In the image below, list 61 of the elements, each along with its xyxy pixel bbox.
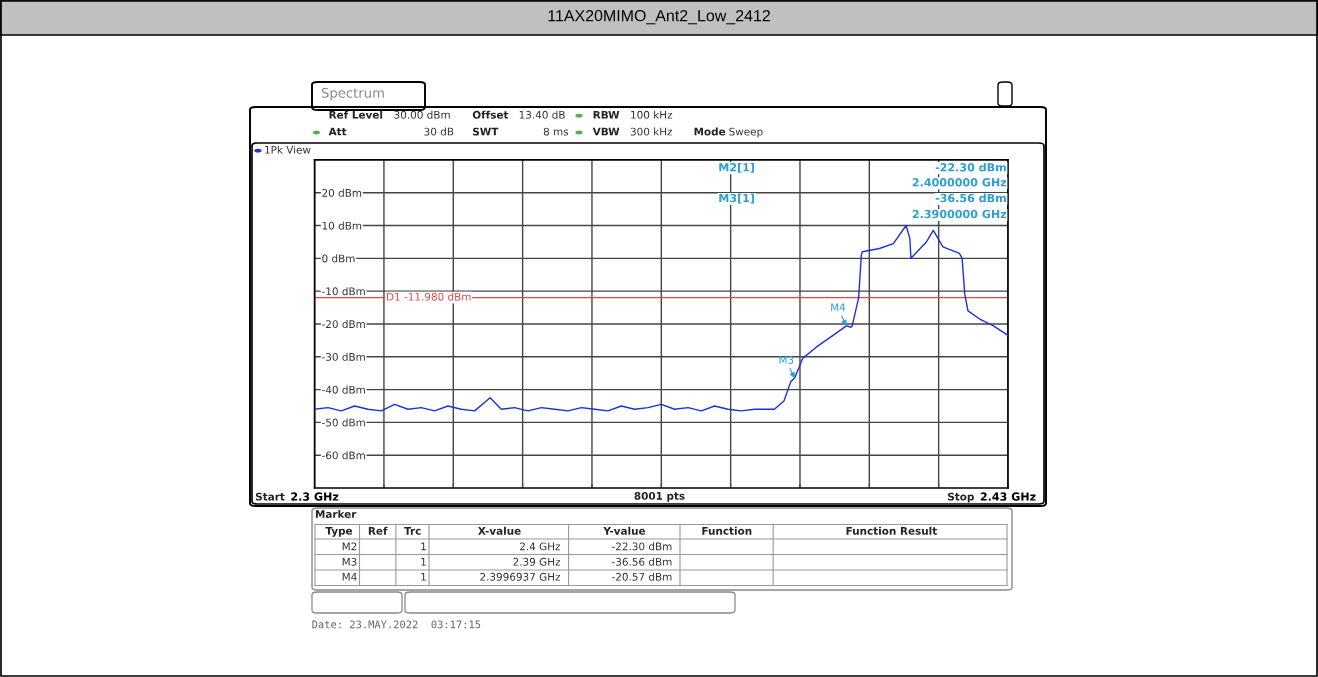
text: 30 dB — [424, 127, 454, 136]
text: Sweep — [729, 127, 763, 138]
text: 2.3996937 GHz — [480, 572, 561, 581]
text: Trc — [404, 527, 421, 535]
text: 300 kHz — [630, 127, 673, 136]
text: X-value — [478, 526, 521, 535]
y-tick-label: 0 dBm — [322, 254, 355, 263]
text: 8001 pts — [634, 491, 685, 502]
text: M2 — [342, 542, 357, 551]
y-tick-label: -50 dBm — [322, 418, 365, 427]
x-tick-label: 2.43 GHz — [980, 492, 1036, 501]
annotation: M2[1] — [719, 162, 755, 173]
text: Ref — [368, 526, 388, 535]
annotation: -22.30 dBm — [935, 162, 1006, 172]
y-tick-label: 10 dBm — [322, 221, 362, 230]
ref-line-label: D1 -11.980 dBm — [387, 292, 471, 301]
text: -22.30 dBm — [612, 542, 672, 551]
text: 1Pk View — [265, 145, 311, 154]
text: 2.4 GHz — [520, 542, 561, 551]
text: Stop — [948, 492, 974, 503]
text: Spectrum — [321, 87, 384, 101]
y-tick-label: -40 dBm — [322, 385, 365, 394]
text: -20.57 dBm — [612, 572, 672, 581]
y-tick-label: -20 dBm — [322, 319, 365, 329]
text: Offset — [472, 110, 509, 119]
chart-title: 11AX20MIMO_Ant2_Low_2412 — [548, 9, 770, 25]
text: M4 — [342, 572, 357, 581]
text: Y-value — [603, 526, 646, 535]
text: Function — [702, 526, 752, 535]
text: RBW — [593, 110, 620, 119]
text: Date: 23.MAY.2022 03:17:15 — [312, 620, 481, 629]
y-tick-label: -60 dBm — [322, 451, 365, 460]
annotation: 2.3900000 GHz — [912, 209, 1007, 219]
text: 30.00 dBm — [394, 110, 450, 119]
text: Mode — [694, 127, 726, 136]
text: 1 — [421, 542, 426, 551]
annotation: M3 — [779, 355, 794, 364]
text: Att — [328, 127, 347, 136]
text: Type — [325, 527, 353, 537]
text: 13.40 dB — [519, 110, 565, 119]
text: 2.39 GHz — [513, 557, 561, 566]
y-tick-label: -30 dBm — [322, 352, 365, 361]
annotation: M3[1] — [719, 193, 755, 204]
text: 100 kHz — [631, 110, 673, 119]
annotation: -36.56 dBm — [935, 193, 1006, 203]
text: Ref Level — [329, 110, 383, 119]
text: VBW — [592, 127, 620, 136]
text: M3 — [342, 557, 357, 566]
text: -36.56 dBm — [612, 557, 672, 566]
text: Marker — [315, 509, 357, 519]
text: Start — [255, 492, 285, 501]
y-tick-label: -10 dBm — [322, 287, 365, 296]
x-tick-label: 2.3 GHz — [291, 492, 339, 501]
text: Function Result — [846, 526, 937, 535]
y-tick-label: 20 dBm — [322, 188, 362, 197]
annotation: 2.4000000 GHz — [912, 178, 1007, 187]
text: 1 — [421, 572, 426, 581]
text: 1 — [421, 557, 426, 566]
annotation: M4 — [831, 303, 846, 312]
text: 8 ms — [543, 127, 569, 136]
text: SWT — [473, 127, 499, 136]
